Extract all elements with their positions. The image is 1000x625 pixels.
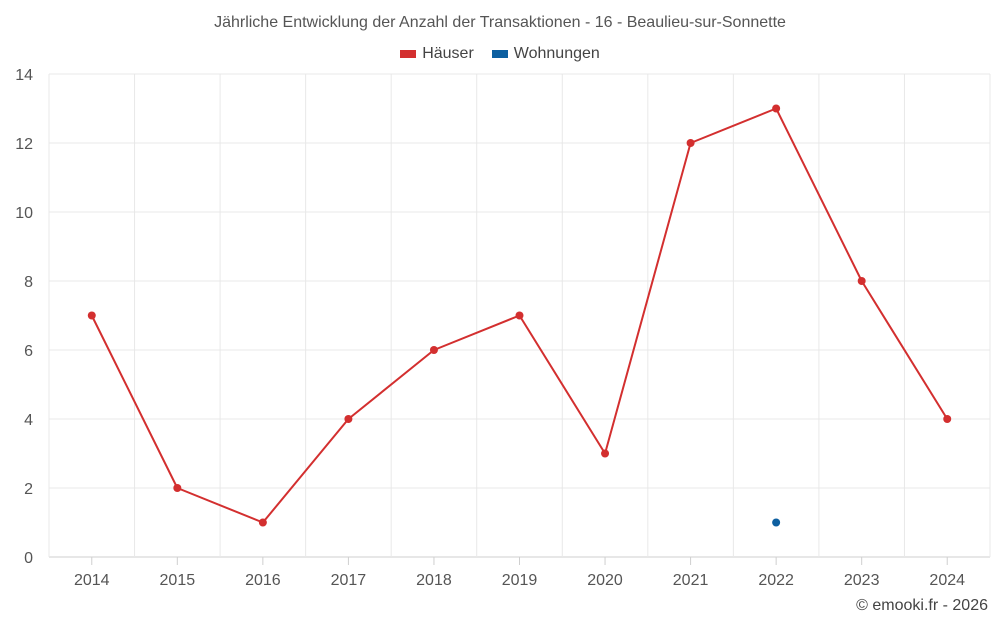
y-tick-label: 12	[15, 136, 33, 153]
x-tick-label: 2022	[758, 572, 794, 589]
legend-swatch-wohnungen	[491, 50, 508, 58]
y-tick-label: 8	[24, 274, 33, 291]
y-tick-label: 0	[24, 550, 33, 567]
data-point-haeuser	[87, 311, 96, 320]
data-point-haeuser	[429, 346, 438, 354]
data-point-haeuser	[686, 139, 695, 147]
legend: Häuser Wohnungen	[0, 45, 1000, 63]
data-point-wohnungen	[772, 518, 781, 527]
x-tick-label: 2017	[331, 572, 367, 589]
data-point-haeuser	[601, 449, 610, 458]
legend-label-wohnungen: Wohnungen	[513, 45, 600, 62]
legend-item-haeuser[interactable]: Häuser	[400, 45, 474, 63]
legend-swatch-haeuser	[400, 50, 417, 58]
legend-label-haeuser: Häuser	[422, 45, 474, 62]
y-tick-label: 10	[15, 205, 33, 222]
x-tick-label: 2019	[502, 572, 538, 589]
x-tick-label: 2016	[245, 572, 281, 589]
data-point-haeuser	[943, 415, 952, 423]
data-point-haeuser	[515, 311, 524, 320]
data-point-haeuser	[344, 415, 353, 423]
x-tick-label: 2023	[844, 572, 880, 589]
y-tick-label: 6	[24, 343, 33, 360]
chart-title: Jährliche Entwicklung der Anzahl der Tra…	[214, 14, 786, 31]
data-point-haeuser	[857, 277, 866, 285]
y-tick-label: 2	[24, 481, 33, 498]
x-tick-label: 2015	[160, 572, 196, 589]
y-tick-label: 4	[24, 412, 33, 429]
x-tick-label: 2024	[929, 572, 965, 589]
x-tick-label: 2020	[587, 572, 623, 589]
data-point-haeuser	[772, 104, 781, 113]
data-point-haeuser	[258, 518, 267, 527]
legend-item-wohnungen[interactable]: Wohnungen	[491, 45, 600, 63]
data-point-haeuser	[173, 484, 182, 492]
x-tick-label: 2018	[416, 572, 452, 589]
y-tick-label: 14	[15, 67, 33, 84]
x-tick-label: 2021	[673, 572, 709, 589]
credit-text: © emooki.fr - 2026	[856, 597, 988, 614]
x-tick-label: 2014	[74, 572, 110, 589]
